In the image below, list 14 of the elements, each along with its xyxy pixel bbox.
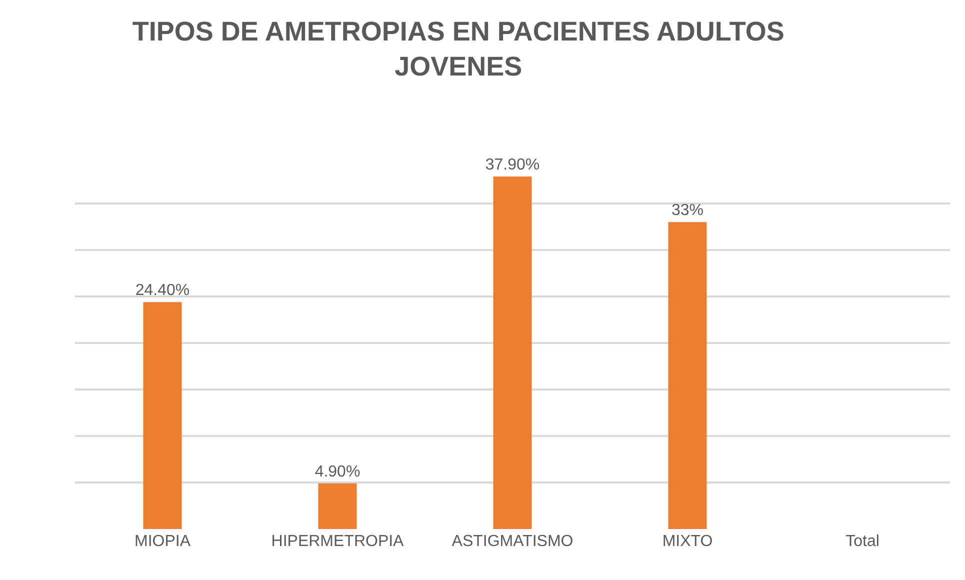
- x-tick-label: HIPERMETROPIA: [271, 533, 404, 550]
- bar: [493, 176, 532, 529]
- data-label: 33%: [671, 202, 704, 220]
- bar: [143, 302, 182, 529]
- bar: [668, 222, 707, 529]
- x-tick-label: ASTIGMATISMO: [452, 533, 574, 550]
- data-label: 37.90%: [485, 156, 540, 174]
- data-label: 4.90%: [314, 463, 360, 480]
- x-tick-label: Total: [846, 533, 880, 550]
- data-label: 24.40%: [135, 282, 190, 300]
- bar: [318, 483, 357, 529]
- x-tick-label: MIXTO: [662, 533, 713, 550]
- chart-title: TIPOS DE AMETROPIAS EN PACIENTES ADULTOS JOVENES: [132, 16, 784, 82]
- x-tick-label: MIOPIA: [134, 533, 191, 550]
